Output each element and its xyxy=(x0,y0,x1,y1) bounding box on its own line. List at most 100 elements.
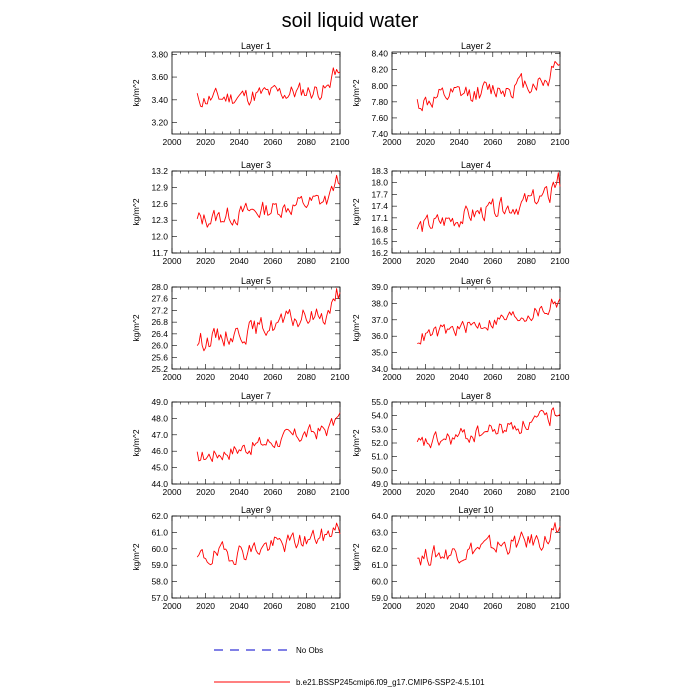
panel-title: Layer 6 xyxy=(461,276,491,286)
y-tick-label: 12.9 xyxy=(151,182,168,192)
panel-title: Layer 1 xyxy=(241,41,271,51)
y-tick-label: 44.0 xyxy=(151,479,168,489)
y-tick-label: 39.0 xyxy=(371,282,388,292)
panel-layer-4: Layer 4 kg/m^2 2000 2020 2040 2060 2080 2100 16.… xyxy=(351,160,570,266)
x-tick-label: 2020 xyxy=(416,601,435,611)
x-tick-label: 2100 xyxy=(331,137,350,147)
x-tick-label: 2000 xyxy=(383,256,402,266)
x-tick-label: 2040 xyxy=(230,137,249,147)
y-tick-label: 59.0 xyxy=(371,593,388,603)
legend: No Obs b.e21.BSSP245cmip6.f09_g17.CMIP6-… xyxy=(214,646,485,687)
plot-frame xyxy=(391,515,561,599)
chart-title: soil liquid water xyxy=(282,10,419,32)
y-tick-label: 8.20 xyxy=(371,65,388,75)
panel-layer-1: Layer 1 kg/m^2 2000 2020 2040 2060 2080 2100 3.2… xyxy=(131,41,350,147)
x-tick-label: 2040 xyxy=(450,372,469,382)
x-tick-label: 2000 xyxy=(163,137,182,147)
y-tick-label: 61.0 xyxy=(371,560,388,570)
panel-title: Layer 5 xyxy=(241,276,271,286)
y-tick-label: 49.0 xyxy=(371,479,388,489)
x-tick-label: 2080 xyxy=(517,256,536,266)
panel-layer-2: Layer 2 kg/m^2 2000 2020 2040 2060 2080 2100 7.4… xyxy=(351,41,570,147)
y-tick-label: 46.0 xyxy=(151,446,168,456)
series-line xyxy=(196,412,341,462)
plot-frame xyxy=(171,286,341,370)
y-axis-label: kg/m^2 xyxy=(351,543,361,570)
panel-layer-10: Layer 10 kg/m^2 2000 2020 2040 2060 2080 2100 59… xyxy=(351,505,570,611)
y-tick-label: 25.2 xyxy=(151,364,168,374)
y-tick-label: 26.8 xyxy=(151,317,168,327)
x-tick-label: 2040 xyxy=(230,372,249,382)
x-tick-label: 2040 xyxy=(450,256,469,266)
y-tick-label: 58.0 xyxy=(151,577,168,587)
series-line xyxy=(416,172,561,232)
x-tick-label: 2000 xyxy=(163,372,182,382)
x-tick-label: 2000 xyxy=(383,137,402,147)
x-tick-label: 2100 xyxy=(551,601,570,611)
x-tick-label: 2040 xyxy=(450,601,469,611)
y-tick-label: 7.80 xyxy=(371,97,388,107)
y-tick-label: 55.0 xyxy=(371,397,388,407)
y-tick-label: 13.2 xyxy=(151,166,168,176)
y-tick-label: 57.0 xyxy=(151,593,168,603)
panel-layer-5: Layer 5 kg/m^2 2000 2020 2040 2060 2080 2100 25.… xyxy=(131,276,350,382)
y-tick-label: 3.20 xyxy=(151,118,168,128)
x-tick-label: 2040 xyxy=(230,256,249,266)
y-tick-label: 62.0 xyxy=(151,511,168,521)
y-tick-label: 8.40 xyxy=(371,49,388,59)
panel-title: Layer 4 xyxy=(461,160,491,170)
y-tick-label: 53.0 xyxy=(371,424,388,434)
y-tick-label: 17.4 xyxy=(371,201,388,211)
series-line xyxy=(196,522,341,566)
x-tick-label: 2080 xyxy=(297,601,316,611)
y-axis-label: kg/m^2 xyxy=(351,79,361,106)
y-tick-label: 17.7 xyxy=(371,189,388,199)
x-tick-label: 2060 xyxy=(263,487,282,497)
y-tick-label: 54.0 xyxy=(371,411,388,421)
x-tick-label: 2040 xyxy=(450,487,469,497)
plot-frame xyxy=(391,51,561,135)
x-tick-label: 2000 xyxy=(163,601,182,611)
series-line xyxy=(196,288,341,352)
panel-title: Layer 8 xyxy=(461,391,491,401)
x-tick-label: 2100 xyxy=(551,256,570,266)
y-tick-label: 12.3 xyxy=(151,215,168,225)
y-tick-label: 8.00 xyxy=(371,81,388,91)
plot-frame xyxy=(391,401,561,485)
series-line xyxy=(196,67,341,108)
y-tick-label: 3.60 xyxy=(151,72,168,82)
y-tick-label: 61.0 xyxy=(151,527,168,537)
x-tick-label: 2100 xyxy=(551,487,570,497)
panel-title: Layer 9 xyxy=(241,505,271,515)
plot-frame xyxy=(391,286,561,370)
x-tick-label: 2020 xyxy=(196,372,215,382)
y-tick-label: 35.0 xyxy=(371,348,388,358)
panel-title: Layer 2 xyxy=(461,41,491,51)
x-tick-label: 2100 xyxy=(331,256,350,266)
series-line xyxy=(196,174,341,228)
y-tick-label: 3.40 xyxy=(151,95,168,105)
x-tick-label: 2020 xyxy=(196,256,215,266)
y-tick-label: 7.60 xyxy=(371,113,388,123)
y-tick-label: 62.0 xyxy=(371,544,388,554)
y-tick-label: 60.0 xyxy=(371,577,388,587)
x-tick-label: 2000 xyxy=(383,487,402,497)
x-tick-label: 2020 xyxy=(416,137,435,147)
x-tick-label: 2060 xyxy=(263,601,282,611)
x-tick-label: 2080 xyxy=(517,137,536,147)
x-tick-label: 2060 xyxy=(483,487,502,497)
x-tick-label: 2060 xyxy=(263,256,282,266)
x-tick-label: 2100 xyxy=(331,372,350,382)
x-tick-label: 2020 xyxy=(196,601,215,611)
x-tick-label: 2100 xyxy=(551,137,570,147)
y-tick-label: 18.0 xyxy=(371,178,388,188)
y-tick-label: 3.80 xyxy=(151,49,168,59)
x-tick-label: 2000 xyxy=(383,372,402,382)
y-axis-label: kg/m^2 xyxy=(131,314,141,341)
y-tick-label: 26.4 xyxy=(151,329,168,339)
x-tick-label: 2040 xyxy=(230,601,249,611)
x-tick-label: 2080 xyxy=(517,601,536,611)
y-axis-label: kg/m^2 xyxy=(131,543,141,570)
panel-title: Layer 3 xyxy=(241,160,271,170)
